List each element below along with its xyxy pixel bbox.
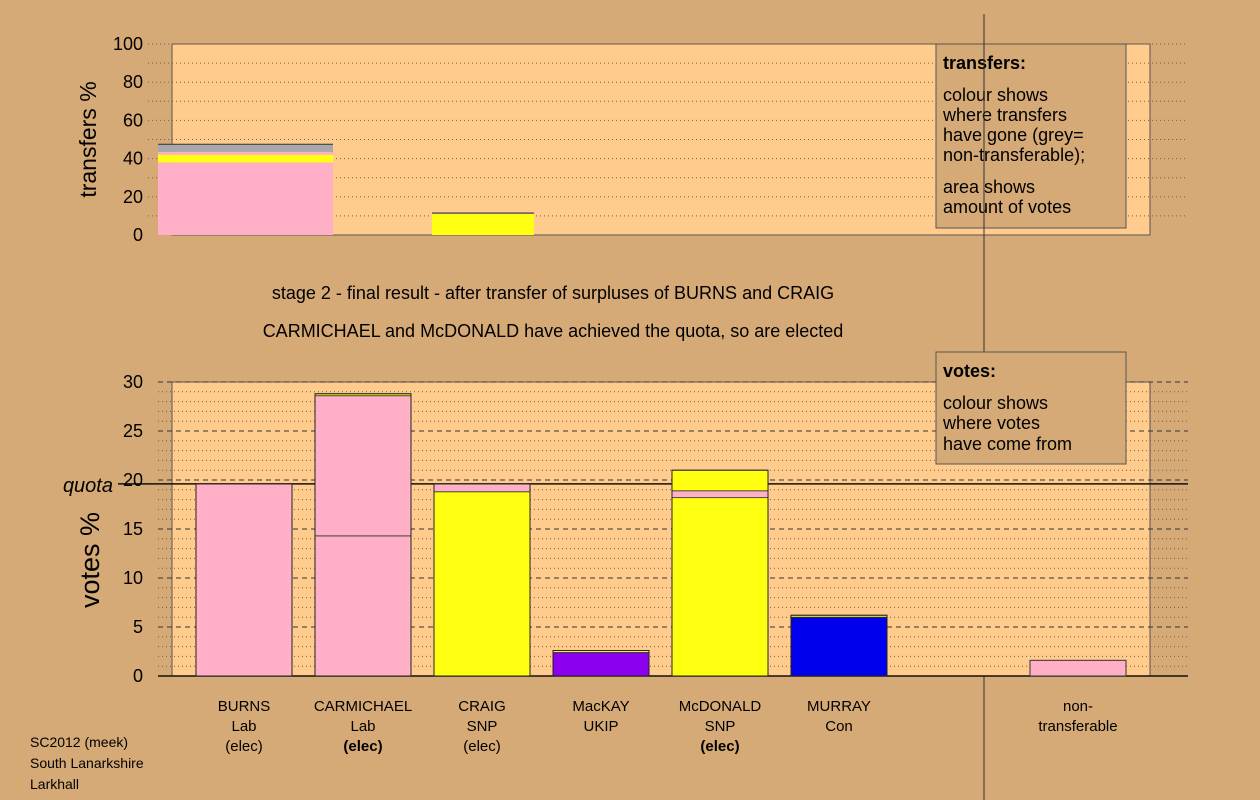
candidate-status-label: (elec) bbox=[225, 738, 263, 755]
transfers-ytick-label: 80 bbox=[123, 72, 143, 92]
votes-ytick-label: 30 bbox=[123, 372, 143, 392]
vote-bar-outline bbox=[671, 469, 769, 677]
candidate-party-label: Con bbox=[825, 718, 853, 735]
transfers-legend-title: transfers: bbox=[943, 53, 1026, 73]
candidate-name-label: MURRAY bbox=[807, 698, 871, 715]
transfers-ytick-label: 20 bbox=[123, 187, 143, 207]
transfers-ytick-label: 0 bbox=[133, 225, 143, 245]
candidate-name-label: CRAIG bbox=[458, 698, 506, 715]
vote-bar-outline bbox=[790, 614, 888, 677]
candidate-name-label: McDONALD bbox=[679, 698, 762, 715]
transfers-ytick-label: 40 bbox=[123, 149, 143, 169]
votes-legend-line: have come from bbox=[943, 434, 1072, 454]
candidate-party-label: SNP bbox=[467, 718, 498, 735]
caption-stage: stage 2 - final result - after transfer … bbox=[272, 283, 834, 303]
non-transferable-bar bbox=[1029, 659, 1127, 677]
transfers-ylabel: transfers % bbox=[75, 81, 101, 197]
vote-bar-murray bbox=[790, 616, 888, 677]
transfers-legend-line: where transfers bbox=[942, 105, 1067, 125]
candidate-party-label: Lab bbox=[350, 718, 375, 735]
votes-ytick-label: 10 bbox=[123, 568, 143, 588]
transfer-bar-burns bbox=[158, 154, 333, 163]
transfer-bar-burns bbox=[158, 162, 333, 235]
vote-bar-outline bbox=[195, 483, 293, 677]
candidate-status-label: (elec) bbox=[700, 738, 739, 755]
votes-legend-title: votes: bbox=[943, 361, 996, 381]
votes-legend-line: colour shows bbox=[943, 393, 1048, 413]
vote-bar-craig bbox=[433, 483, 531, 493]
candidate-status-label: (elec) bbox=[343, 738, 382, 755]
candidate-name-label: MacKAY bbox=[572, 698, 629, 715]
footer-line-1: SC2012 (meek) bbox=[30, 734, 128, 750]
transfers-legend-line: colour shows bbox=[943, 85, 1048, 105]
vote-bar-mcdonald bbox=[671, 490, 769, 499]
transfers-ytick-label: 100 bbox=[113, 34, 143, 54]
votes-ytick-label: 5 bbox=[133, 617, 143, 637]
votes-ytick-label: 25 bbox=[123, 421, 143, 441]
votes-chart: quota 0 5 10 15 20 25 30 votes % BURNS Lab (elec) CA… bbox=[63, 351, 1188, 755]
vote-bar-carmichael bbox=[314, 535, 412, 677]
transfer-bar-burns bbox=[158, 144, 333, 152]
transfers-legend-line: amount of votes bbox=[943, 197, 1071, 217]
candidate-name-label: CARMICHAEL bbox=[314, 698, 412, 715]
transfers-legend-line: non-transferable); bbox=[943, 145, 1085, 165]
vote-bar-burns bbox=[195, 483, 293, 677]
vote-bar-outline bbox=[433, 483, 531, 677]
caption-elected: CARMICHAEL and McDONALD have achieved th… bbox=[263, 321, 844, 341]
transfer-bar-craig bbox=[432, 213, 534, 235]
footer-line-2: South Lanarkshire bbox=[30, 755, 144, 771]
non-transferable-label: transferable bbox=[1038, 718, 1117, 735]
votes-ytick-label: 20 bbox=[123, 470, 143, 490]
vote-bar-outline bbox=[552, 650, 650, 677]
vote-bar-carmichael bbox=[314, 395, 412, 537]
transfers-legend-line: area shows bbox=[943, 177, 1035, 197]
transfer-bar-burns bbox=[158, 151, 333, 155]
vote-bar-mcdonald bbox=[671, 497, 769, 677]
votes-legend-box bbox=[935, 351, 1127, 465]
transfers-legend-line: have gone (grey= bbox=[943, 125, 1084, 145]
footer: SC2012 (meek) South Lanarkshire Larkhall bbox=[30, 734, 144, 792]
candidate-status-label: (elec) bbox=[463, 738, 501, 755]
candidate-party-label: UKIP bbox=[583, 718, 618, 735]
transfers-ytick-label: 60 bbox=[123, 110, 143, 130]
transfers-legend-box bbox=[935, 43, 1127, 229]
candidate-name-label: BURNS bbox=[218, 698, 271, 715]
vote-bar-outline bbox=[314, 393, 412, 677]
footer-line-3: Larkhall bbox=[30, 776, 79, 792]
vote-bar-craig bbox=[433, 491, 531, 677]
quota-label: quota bbox=[63, 475, 113, 497]
vote-bar-mackay bbox=[552, 652, 650, 677]
vote-bar-mcdonald bbox=[671, 469, 769, 492]
non-transferable-label: non- bbox=[1063, 698, 1093, 715]
votes-legend-line: where votes bbox=[942, 413, 1040, 433]
votes-ylabel: votes % bbox=[75, 512, 105, 608]
votes-ytick-label: 0 bbox=[133, 666, 143, 686]
candidate-party-label: SNP bbox=[705, 718, 736, 735]
votes-ytick-label: 15 bbox=[123, 519, 143, 539]
candidate-party-label: Lab bbox=[231, 718, 256, 735]
